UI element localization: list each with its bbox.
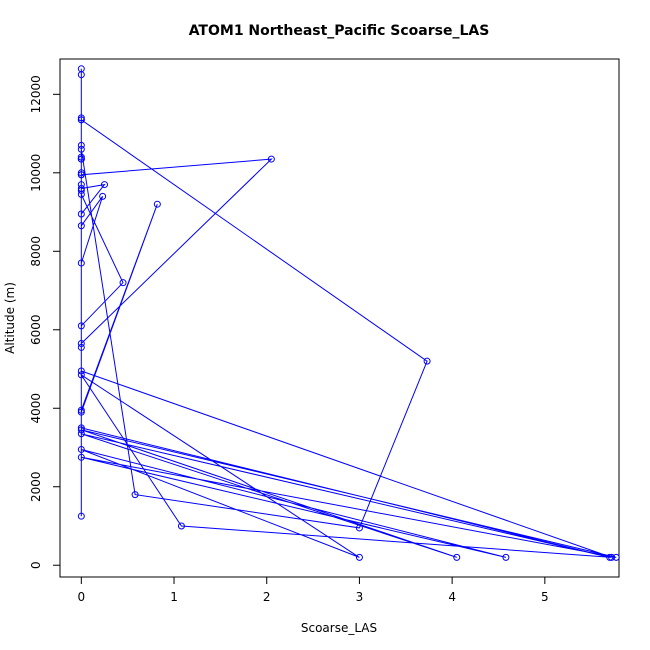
y-tick-label: 10000 bbox=[29, 154, 43, 192]
data-point bbox=[77, 114, 85, 122]
y-axis: 0 2000 4000 6000 8000 10000 12000 bbox=[29, 75, 61, 569]
y-tick-label: 0 bbox=[29, 561, 43, 569]
data-point bbox=[355, 553, 363, 561]
data-point bbox=[77, 512, 85, 520]
data-point bbox=[77, 141, 85, 149]
data-point bbox=[77, 190, 85, 198]
data-point bbox=[77, 371, 85, 379]
data-point bbox=[131, 491, 139, 499]
data-point bbox=[77, 367, 85, 375]
data-point bbox=[77, 453, 85, 461]
y-tick-label: 6000 bbox=[29, 314, 43, 345]
data-point bbox=[153, 200, 161, 208]
y-tick-label: 4000 bbox=[29, 393, 43, 424]
x-tick-label: 0 bbox=[78, 590, 86, 604]
x-tick-label: 3 bbox=[356, 590, 364, 604]
data-point bbox=[77, 222, 85, 230]
x-tick-label: 4 bbox=[448, 590, 456, 604]
data-point bbox=[612, 553, 620, 561]
y-tick-label: 8000 bbox=[29, 236, 43, 267]
data-point bbox=[423, 357, 431, 365]
data-point bbox=[77, 259, 85, 267]
y-axis-label: Altitude (m) bbox=[3, 282, 17, 354]
data-point bbox=[77, 145, 85, 153]
y-tick-label: 2000 bbox=[29, 471, 43, 502]
data-point bbox=[502, 553, 510, 561]
series-layer bbox=[77, 65, 620, 561]
y-tick-label: 12000 bbox=[29, 75, 43, 113]
data-point bbox=[77, 181, 85, 189]
data-point bbox=[77, 155, 85, 163]
data-point bbox=[77, 153, 85, 161]
series-line bbox=[80, 68, 617, 558]
data-point bbox=[77, 408, 85, 416]
x-tick-label: 5 bbox=[541, 590, 549, 604]
data-point bbox=[77, 322, 85, 330]
chart-title: ATOM1 Northeast_Pacific Scoarse_LAS bbox=[189, 23, 490, 39]
data-point bbox=[77, 426, 85, 434]
data-point bbox=[77, 210, 85, 218]
x-tick-label: 2 bbox=[263, 590, 271, 604]
data-point bbox=[77, 340, 85, 348]
data-point bbox=[77, 71, 85, 79]
data-point bbox=[77, 343, 85, 351]
data-point bbox=[77, 445, 85, 453]
x-axis: 0 1 2 3 4 5 bbox=[78, 576, 549, 604]
data-point bbox=[77, 171, 85, 179]
data-point bbox=[100, 181, 108, 189]
data-point bbox=[453, 553, 461, 561]
data-point bbox=[608, 553, 616, 561]
x-axis-label: Scoarse_LAS bbox=[301, 621, 377, 635]
data-point bbox=[77, 116, 85, 124]
data-point bbox=[77, 169, 85, 177]
data-point bbox=[77, 406, 85, 414]
data-point bbox=[99, 192, 107, 200]
data-point bbox=[177, 522, 185, 530]
x-tick-label: 1 bbox=[170, 590, 178, 604]
data-point bbox=[119, 279, 127, 287]
data-point bbox=[267, 155, 275, 163]
data-point bbox=[77, 430, 85, 438]
data-point bbox=[355, 524, 363, 532]
